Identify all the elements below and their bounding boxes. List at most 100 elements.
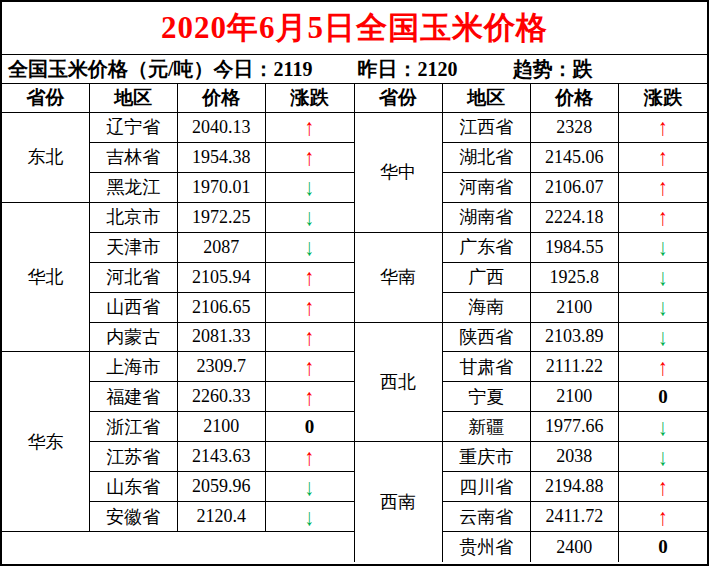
area-cell: 黑龙江 [90, 173, 178, 203]
price-cell: 2328 [531, 113, 619, 143]
change-arrow: ↓ [619, 263, 707, 293]
price-cell: 2059.96 [178, 472, 266, 502]
change-arrow: ↑ [619, 502, 707, 532]
price-cell: 2105.94 [178, 263, 266, 293]
price-cell: 1972.25 [178, 203, 266, 233]
region-cell-huanan: 华南 [355, 233, 443, 323]
header-price: 价格 [531, 84, 619, 113]
region-cell-dongbei: 东北 [2, 113, 90, 203]
today-value: 2119 [274, 58, 313, 81]
change-arrow: ↓ [619, 442, 707, 472]
change-arrow: ↓ [619, 233, 707, 263]
price-cell: 2106.07 [531, 173, 619, 203]
corn-price-sheet: 2020年6月5日全国玉米价格 全国玉米价格（元/吨）今日：2119 昨日：21… [0, 0, 709, 566]
area-cell: 四川省 [443, 472, 531, 502]
change-zero: 0 [619, 382, 707, 412]
header-area: 地区 [443, 84, 531, 113]
area-cell: 广东省 [443, 233, 531, 263]
change-arrow: ↓ [266, 173, 354, 203]
region-cell-huazhong: 华中 [355, 113, 443, 233]
area-cell: 天津市 [90, 233, 178, 263]
area-cell: 贵州省 [443, 532, 531, 562]
header-change: 涨跌 [266, 84, 354, 113]
price-cell: 2143.63 [178, 442, 266, 472]
left-price-table: 省份 地区 价格 涨跌 东北 辽宁省 2040.13 ↑ 吉林省 1954.38… [2, 84, 355, 562]
price-cell: 2087 [178, 233, 266, 263]
area-cell: 宁夏 [443, 382, 531, 412]
area-cell: 山东省 [90, 472, 178, 502]
price-cell: 2103.89 [531, 323, 619, 353]
area-cell: 云南省 [443, 502, 531, 532]
change-arrow: ↑ [619, 203, 707, 233]
price-cell: 2120.4 [178, 502, 266, 532]
price-cell: 2100 [531, 293, 619, 323]
change-arrow: ↓ [619, 412, 707, 442]
change-arrow: ↓ [266, 472, 354, 502]
change-zero: 0 [619, 532, 707, 562]
header-change: 涨跌 [619, 84, 707, 113]
price-cell: 2038 [531, 442, 619, 472]
change-arrow: ↑ [266, 263, 354, 293]
price-cell: 2224.18 [531, 203, 619, 233]
change-arrow: ↑ [266, 442, 354, 472]
trend-label: 趋势： [512, 56, 572, 83]
price-cell: 1977.66 [531, 412, 619, 442]
today-label: 今日： [214, 56, 274, 83]
area-cell: 辽宁省 [90, 113, 178, 143]
price-cell: 2400 [531, 532, 619, 562]
change-arrow: ↓ [619, 323, 707, 353]
change-arrow: ↑ [266, 113, 354, 143]
area-cell: 湖北省 [443, 143, 531, 173]
price-cell: 2100 [531, 382, 619, 412]
change-arrow: ↑ [619, 472, 707, 502]
summary-prefix: 全国玉米价格（元/吨） [8, 56, 214, 83]
price-cell: 1984.55 [531, 233, 619, 263]
area-cell: 安徽省 [90, 502, 178, 532]
change-zero: 0 [266, 412, 354, 442]
price-cell: 2100 [178, 412, 266, 442]
area-cell: 重庆市 [443, 442, 531, 472]
header-province: 省份 [2, 84, 90, 113]
price-cell: 2145.06 [531, 143, 619, 173]
area-cell: 湖南省 [443, 203, 531, 233]
header-province: 省份 [355, 84, 443, 113]
area-cell: 江西省 [443, 113, 531, 143]
area-cell: 吉林省 [90, 143, 178, 173]
change-arrow: ↑ [619, 352, 707, 382]
price-cell: 1970.01 [178, 173, 266, 203]
change-arrow: ↑ [266, 382, 354, 412]
change-arrow: ↑ [266, 352, 354, 382]
area-cell: 江苏省 [90, 442, 178, 472]
change-arrow: ↑ [266, 143, 354, 173]
change-arrow: ↓ [266, 233, 354, 263]
area-cell: 河北省 [90, 263, 178, 293]
change-arrow: ↑ [619, 143, 707, 173]
change-arrow: ↑ [266, 323, 354, 353]
area-cell: 北京市 [90, 203, 178, 233]
price-cell: 2111.22 [531, 352, 619, 382]
area-cell: 甘肃省 [443, 352, 531, 382]
change-arrow: ↓ [619, 293, 707, 323]
area-cell: 新疆 [443, 412, 531, 442]
change-arrow: ↑ [619, 113, 707, 143]
price-cell: 1925.8 [531, 263, 619, 293]
price-cell: 2411.72 [531, 502, 619, 532]
price-cell: 2260.33 [178, 382, 266, 412]
header-price: 价格 [178, 84, 266, 113]
region-cell-huabei: 华北 [2, 203, 90, 353]
area-cell: 河南省 [443, 173, 531, 203]
area-cell: 陕西省 [443, 323, 531, 353]
page-title: 2020年6月5日全国玉米价格 [2, 2, 707, 55]
area-cell: 福建省 [90, 382, 178, 412]
price-cell: 2309.7 [178, 352, 266, 382]
region-cell-xibei: 西北 [355, 323, 443, 443]
price-cell: 2106.65 [178, 293, 266, 323]
area-cell: 上海市 [90, 352, 178, 382]
summary-bar: 全国玉米价格（元/吨）今日：2119 昨日：2120 趋势：跌 [2, 55, 707, 84]
yesterday-value: 2120 [417, 58, 457, 81]
change-arrow: ↑ [619, 173, 707, 203]
area-cell: 山西省 [90, 293, 178, 323]
right-price-table: 省份 地区 价格 涨跌 华中 江西省 2328 ↑ 湖北省 2145.06 ↑ … [355, 84, 708, 562]
area-cell: 海南 [443, 293, 531, 323]
region-cell-xinan: 西南 [355, 442, 443, 562]
